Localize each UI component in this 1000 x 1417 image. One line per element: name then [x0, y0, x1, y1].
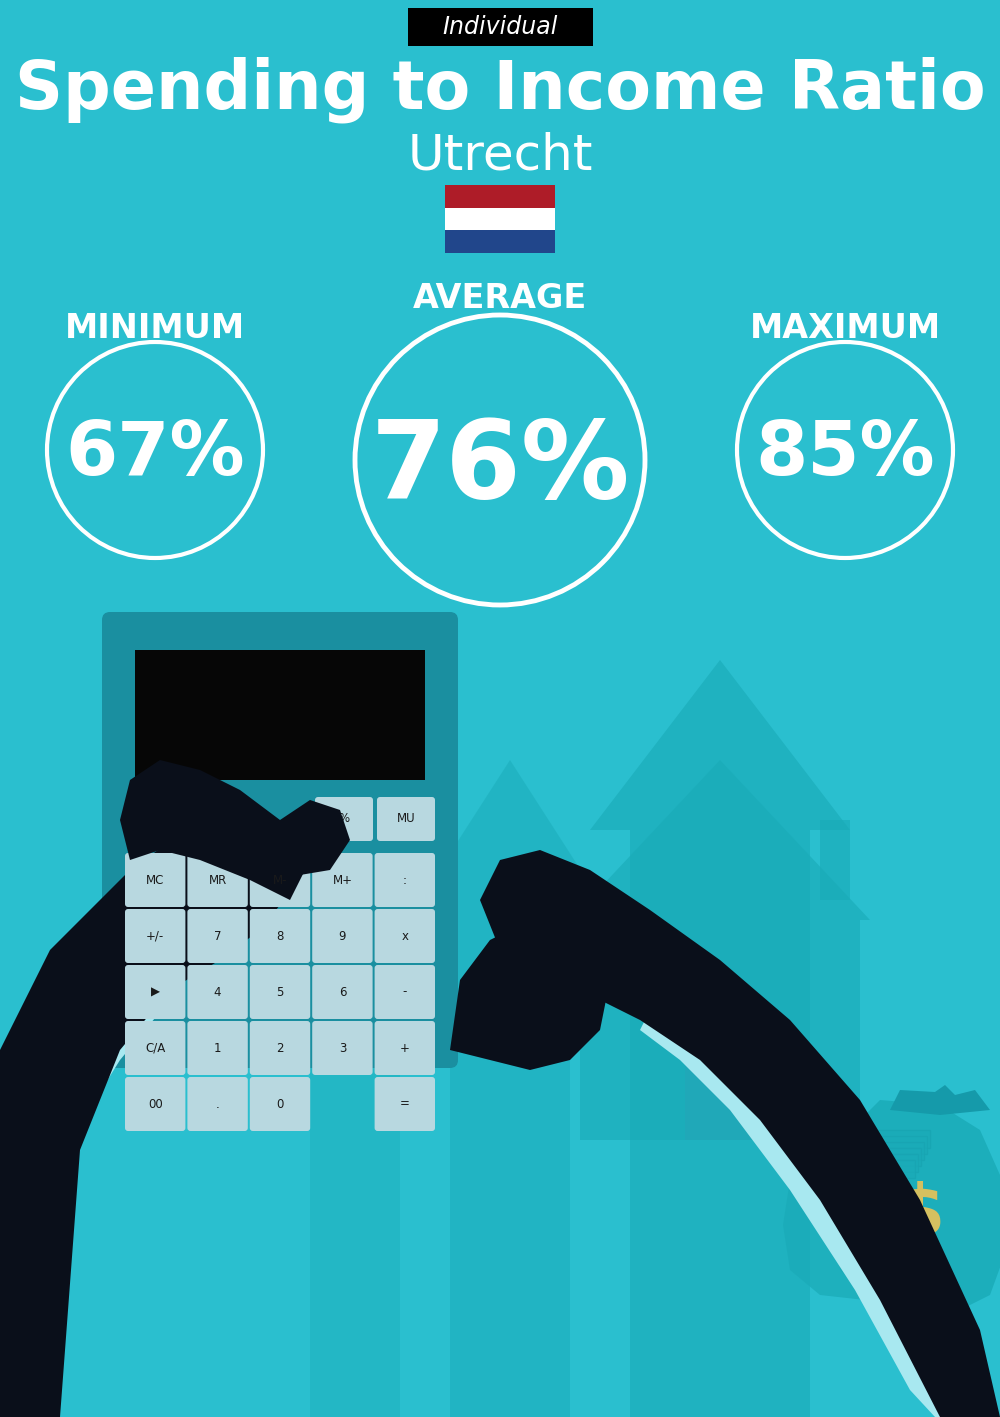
FancyBboxPatch shape [187, 908, 248, 964]
Text: -: - [403, 985, 407, 999]
Polygon shape [570, 760, 870, 920]
FancyBboxPatch shape [250, 853, 310, 907]
Text: $: $ [828, 1209, 858, 1251]
Polygon shape [830, 1100, 1000, 1321]
FancyBboxPatch shape [125, 908, 185, 964]
Text: 5: 5 [276, 985, 284, 999]
Polygon shape [288, 854, 422, 1417]
Text: C/A: C/A [145, 1041, 165, 1054]
FancyBboxPatch shape [817, 1136, 927, 1153]
FancyBboxPatch shape [125, 1077, 185, 1131]
FancyBboxPatch shape [250, 1022, 310, 1076]
FancyBboxPatch shape [814, 1142, 924, 1161]
Text: ▶: ▶ [151, 985, 160, 999]
FancyBboxPatch shape [312, 853, 373, 907]
Text: =: = [400, 1098, 410, 1111]
FancyBboxPatch shape [808, 1153, 918, 1172]
Text: 9: 9 [339, 930, 346, 942]
FancyBboxPatch shape [125, 853, 185, 907]
Text: AVERAGE: AVERAGE [413, 282, 587, 315]
Polygon shape [640, 1010, 960, 1417]
FancyBboxPatch shape [187, 853, 248, 907]
Text: %: % [338, 812, 350, 826]
Polygon shape [590, 660, 850, 1417]
Text: +/-: +/- [146, 930, 164, 942]
FancyBboxPatch shape [408, 9, 592, 45]
FancyBboxPatch shape [312, 908, 373, 964]
FancyBboxPatch shape [250, 1077, 310, 1131]
Polygon shape [420, 760, 600, 1417]
FancyBboxPatch shape [805, 1161, 915, 1178]
FancyBboxPatch shape [811, 1148, 921, 1166]
Text: +: + [400, 1041, 410, 1054]
Text: 3: 3 [339, 1041, 346, 1054]
Text: Spending to Income Ratio: Spending to Income Ratio [15, 57, 985, 123]
Text: 8: 8 [276, 930, 284, 942]
Text: $: $ [895, 1180, 945, 1250]
FancyBboxPatch shape [125, 965, 185, 1019]
FancyBboxPatch shape [125, 1022, 185, 1076]
Text: MR: MR [208, 873, 227, 887]
Text: 67%: 67% [65, 418, 245, 492]
FancyBboxPatch shape [315, 796, 373, 842]
FancyBboxPatch shape [135, 650, 425, 779]
FancyBboxPatch shape [102, 612, 458, 1068]
FancyBboxPatch shape [375, 1022, 435, 1076]
Text: Utrecht: Utrecht [407, 130, 593, 179]
FancyBboxPatch shape [250, 908, 310, 964]
FancyBboxPatch shape [187, 965, 248, 1019]
Text: MU: MU [397, 812, 415, 826]
FancyBboxPatch shape [375, 1077, 435, 1131]
Polygon shape [0, 811, 300, 1417]
Text: MC: MC [146, 873, 164, 887]
Text: x: x [401, 930, 408, 942]
Text: 4: 4 [214, 985, 221, 999]
Text: 0: 0 [276, 1098, 284, 1111]
Text: 85%: 85% [755, 418, 935, 492]
Text: M-: M- [273, 873, 287, 887]
Polygon shape [890, 1085, 990, 1115]
Polygon shape [783, 1151, 900, 1299]
Polygon shape [450, 920, 610, 1070]
FancyBboxPatch shape [187, 1022, 248, 1076]
FancyBboxPatch shape [375, 853, 435, 907]
FancyBboxPatch shape [445, 186, 555, 208]
FancyBboxPatch shape [187, 1077, 248, 1131]
Text: MINIMUM: MINIMUM [65, 312, 245, 344]
Text: 1: 1 [214, 1041, 221, 1054]
FancyBboxPatch shape [445, 208, 555, 231]
Text: 76%: 76% [370, 415, 630, 521]
Text: :: : [403, 873, 407, 887]
FancyBboxPatch shape [820, 820, 850, 900]
FancyBboxPatch shape [580, 920, 860, 1141]
FancyBboxPatch shape [312, 965, 373, 1019]
FancyBboxPatch shape [375, 965, 435, 1019]
Text: 6: 6 [339, 985, 346, 999]
Text: Individual: Individual [442, 16, 558, 40]
Text: .: . [216, 1098, 219, 1111]
FancyBboxPatch shape [375, 908, 435, 964]
Polygon shape [275, 801, 350, 876]
Polygon shape [480, 850, 1000, 1417]
Polygon shape [120, 760, 310, 900]
Text: M+: M+ [332, 873, 352, 887]
FancyBboxPatch shape [312, 1022, 373, 1076]
Polygon shape [20, 949, 195, 1230]
Text: 7: 7 [214, 930, 221, 942]
FancyBboxPatch shape [680, 1005, 765, 1013]
FancyBboxPatch shape [685, 1010, 760, 1141]
FancyBboxPatch shape [377, 796, 435, 842]
FancyBboxPatch shape [445, 231, 555, 254]
Text: MAXIMUM: MAXIMUM [749, 312, 941, 344]
Text: 00: 00 [148, 1098, 163, 1111]
FancyBboxPatch shape [250, 965, 310, 1019]
FancyBboxPatch shape [820, 1129, 930, 1148]
Text: 2: 2 [276, 1041, 284, 1054]
